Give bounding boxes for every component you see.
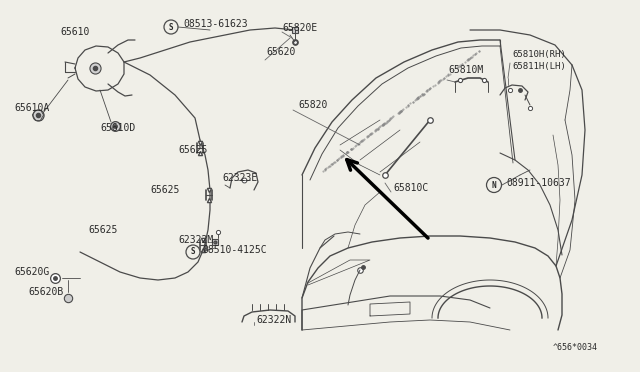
- Text: 65820: 65820: [298, 100, 328, 110]
- Text: 65625: 65625: [88, 225, 117, 235]
- Text: N: N: [492, 180, 496, 189]
- Text: 65810C: 65810C: [393, 183, 428, 193]
- Text: 65610: 65610: [60, 27, 90, 37]
- Text: 65625: 65625: [150, 185, 179, 195]
- Text: 08513-61623: 08513-61623: [183, 19, 248, 29]
- Text: 65810H(RH): 65810H(RH): [512, 51, 566, 60]
- Text: 62322M: 62322M: [178, 235, 213, 245]
- Text: 65610A: 65610A: [14, 103, 49, 113]
- Text: 65610D: 65610D: [100, 123, 135, 133]
- Text: 65811H(LH): 65811H(LH): [512, 62, 566, 71]
- Text: 65820E: 65820E: [282, 23, 317, 33]
- Text: 65620B: 65620B: [28, 287, 63, 297]
- Text: 08510-4125C: 08510-4125C: [202, 245, 267, 255]
- Text: S: S: [191, 247, 195, 257]
- Text: S: S: [169, 22, 173, 32]
- Text: 65620: 65620: [266, 47, 296, 57]
- Text: 08911-10637: 08911-10637: [506, 178, 571, 188]
- Text: 62322N: 62322N: [256, 315, 291, 325]
- Text: ^656*0034: ^656*0034: [553, 343, 598, 352]
- Text: 65620G: 65620G: [14, 267, 49, 277]
- Text: 62323E: 62323E: [222, 173, 257, 183]
- Text: 65810M: 65810M: [448, 65, 483, 75]
- Text: 65625: 65625: [178, 145, 207, 155]
